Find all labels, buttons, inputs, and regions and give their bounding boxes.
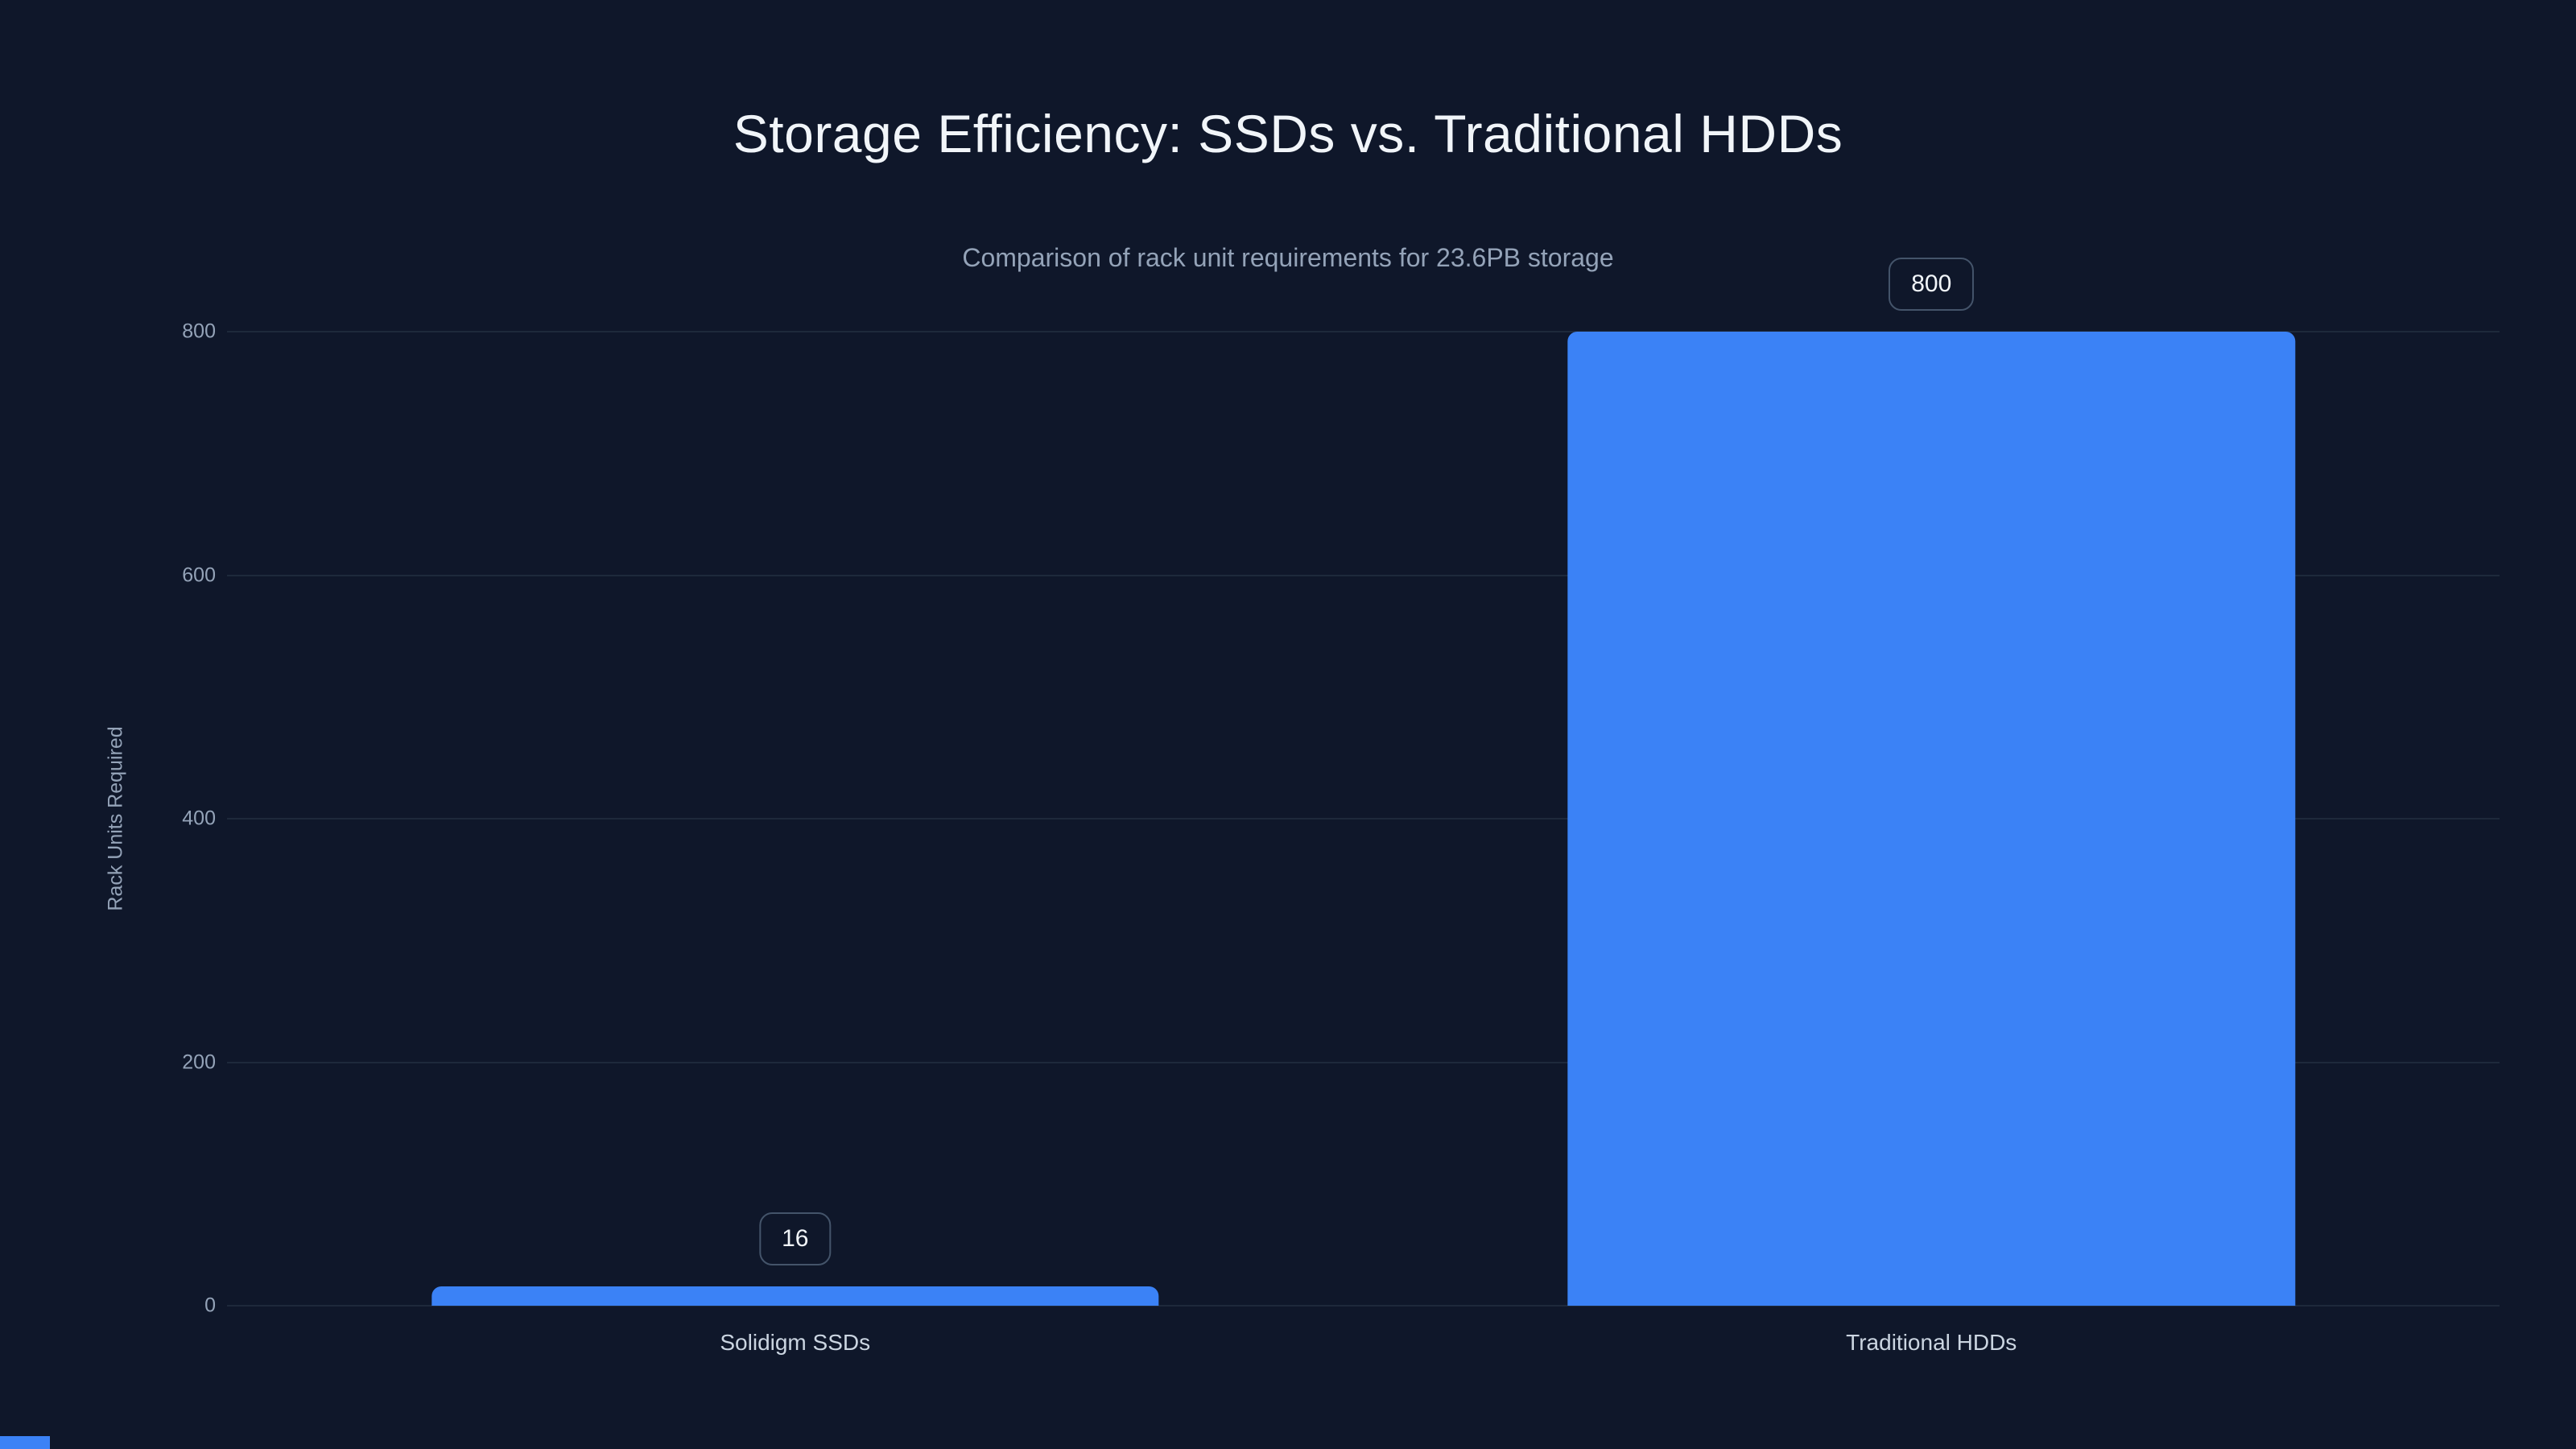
gridline (227, 1061, 2500, 1063)
gridline (227, 574, 2500, 576)
y-tick-label: 600 (182, 564, 216, 586)
plot-area: 16 800 (227, 258, 2500, 1307)
y-tick-labels: 0 200 400 600 800 (137, 320, 216, 1317)
gridline (227, 1305, 2500, 1307)
bars-container: 16 800 (227, 258, 2500, 1306)
gridline (227, 818, 2500, 819)
bar-traditional-hdds (1567, 332, 2295, 1306)
x-axis-labels: Solidigm SSDs Traditional HDDs (227, 1330, 2500, 1356)
value-label: 800 (1889, 258, 1975, 311)
y-tick-label: 400 (182, 807, 216, 830)
bar-band: 800 (1364, 258, 2500, 1306)
y-axis-title: Rack Units Required (104, 726, 127, 911)
bar-band: 16 (227, 332, 1364, 1306)
bar-solidigm-ssds (431, 1286, 1159, 1306)
chart-subtitle: Comparison of rack unit requirements for… (962, 243, 1614, 272)
y-tick-label: 0 (204, 1294, 216, 1317)
y-tick-label: 800 (182, 320, 216, 343)
bottom-left-accent (0, 1436, 50, 1449)
chart-title: Storage Efficiency: SSDs vs. Traditional… (733, 104, 1843, 163)
gridline (227, 331, 2500, 332)
x-axis-label: Traditional HDDs (1846, 1330, 2017, 1355)
x-axis-label: Solidigm SSDs (720, 1330, 871, 1355)
y-tick-label: 200 (182, 1051, 216, 1073)
value-label: 16 (759, 1212, 832, 1265)
